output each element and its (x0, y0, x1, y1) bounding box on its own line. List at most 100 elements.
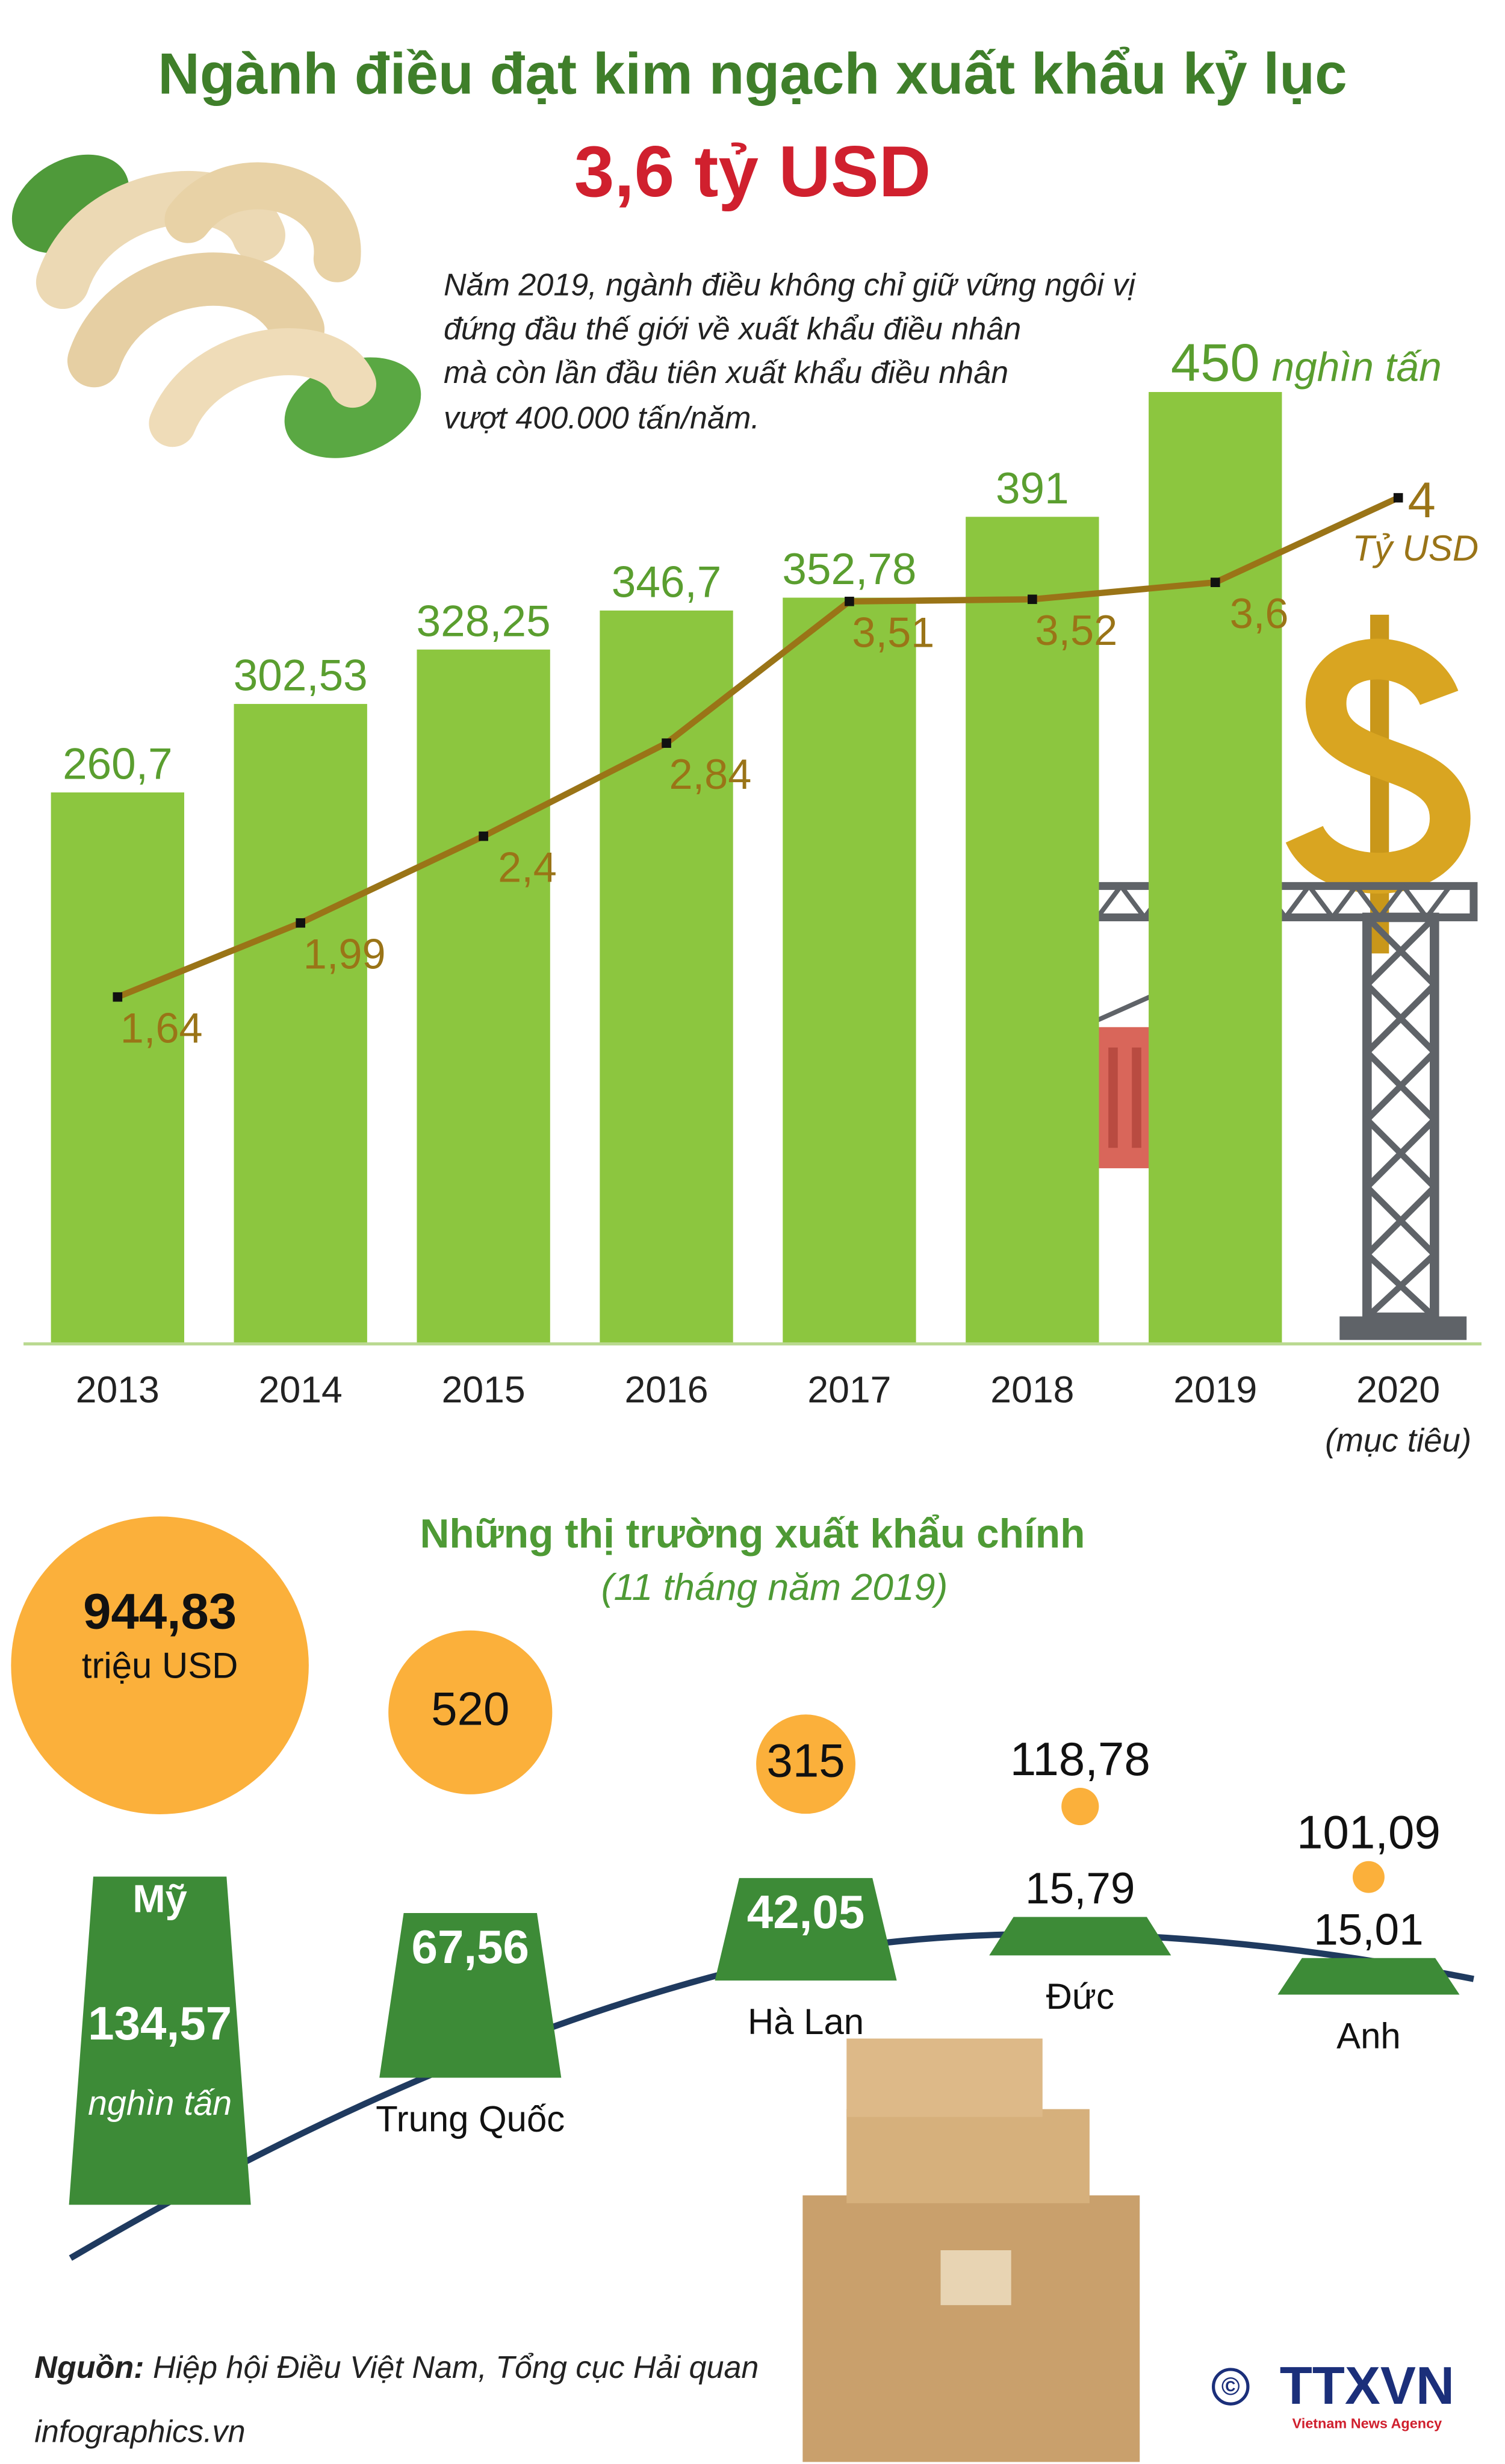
subtitle: 3,6 tỷ USD (574, 132, 931, 212)
logo-sub: Vietnam News Agency (1292, 2415, 1442, 2431)
volume-label: 134,57 (88, 1997, 232, 2050)
bar-value-label: 260,7 (63, 740, 172, 789)
bubble-unit: triệu USD (82, 1646, 238, 1686)
line-marker (662, 738, 671, 748)
line-value-label: 4 (1408, 472, 1436, 528)
bar-value-label: 352,78 (782, 545, 916, 594)
line (116, 494, 1400, 1000)
volume-unit: nghìn tấn (88, 2084, 232, 2123)
line-value-label: 3,6 (1230, 590, 1289, 637)
bar (417, 649, 550, 1344)
volume-label: 42,05 (747, 1885, 864, 1938)
box (802, 2195, 1140, 2462)
volume-label: 67,56 (412, 1920, 529, 1973)
line-marker (113, 992, 123, 1002)
annotation-line: vượt 400.000 tấn/năm. (444, 401, 760, 436)
bar (966, 517, 1099, 1344)
bubble-label: 315 (766, 1734, 845, 1787)
volume-label: 15,01 (1314, 1905, 1423, 1954)
copyright-ring (1212, 2368, 1250, 2406)
bubble-label: 101,09 (1297, 1806, 1441, 1859)
value-bubble (1061, 1787, 1099, 1826)
volume-trapezoid (1277, 1958, 1460, 1995)
site: infographics.vn (34, 2414, 245, 2449)
volume-trapezoid (989, 1917, 1171, 1956)
logo: TTXVN (1280, 2356, 1454, 2415)
bar (783, 597, 916, 1344)
boxes (802, 2038, 1140, 2462)
bar (234, 704, 367, 1344)
x-tick-label: 2015 (442, 1369, 526, 1411)
volume-trapezoid (379, 1912, 562, 2078)
dollar-s (1285, 638, 1471, 894)
bar (51, 792, 184, 1344)
line-marker (1210, 577, 1220, 587)
line-value-label: 2,84 (669, 750, 752, 798)
source: Nguồn: Hiệp hội Điều Việt Nam, Tổng cục … (34, 2350, 759, 2385)
source-label: Nguồn: (34, 2350, 144, 2385)
bubble-label: 520 (431, 1682, 509, 1735)
line-marker (296, 918, 306, 928)
crane-tower-truss (1362, 915, 1439, 1320)
line-value-label: 1,64 (120, 1004, 203, 1052)
bar-value-label: 391 (996, 464, 1069, 513)
volume-label: 15,79 (1025, 1864, 1135, 1913)
x-tick-label: 2016 (625, 1369, 709, 1411)
category-label: Đức (1046, 1976, 1114, 2017)
category-label: Trung Quốc (376, 2098, 565, 2139)
annotation-line: Năm 2019, ngành điều không chỉ giữ vững … (444, 267, 1136, 302)
value-bubble (388, 1630, 553, 1794)
copyright: © (1221, 2372, 1240, 2400)
x-tick-label: 2018 (990, 1369, 1074, 1411)
cashew-illustration (11, 154, 421, 458)
bar (1149, 392, 1282, 1344)
x-tick-label: 2020 (1356, 1369, 1440, 1411)
box-label (940, 2250, 1011, 2306)
x-tick-label: 2017 (807, 1369, 891, 1411)
bar-value-label: 328,25 (417, 597, 551, 646)
title: Ngành điều đạt kim ngạch xuất khẩu kỷ lụ… (158, 42, 1347, 107)
cashew (164, 162, 361, 282)
line-unit: Tỷ USD (1353, 528, 1479, 568)
line-marker (1393, 493, 1403, 503)
bubble-label: 944,83 (83, 1583, 237, 1639)
bar (600, 610, 733, 1344)
crane-base (1339, 1316, 1467, 1340)
category-label: Anh (1336, 2015, 1401, 2056)
dollar-icon (1285, 614, 1471, 954)
bar-value-label: 450 (1171, 333, 1260, 393)
category-label: Hà Lan (748, 2002, 864, 2042)
line-value-label: 3,51 (852, 609, 934, 656)
line-value-label: 3,52 (1035, 606, 1117, 654)
market-subtitle: (11 tháng năm 2019) (601, 1566, 948, 1608)
annotation-line: đứng đầu thế giới về xuất khẩu điều nhân (444, 311, 1021, 346)
x-tick-label: 2019 (1173, 1369, 1257, 1411)
volume-trapezoid (69, 1876, 251, 2205)
bubble-label: 118,78 (1010, 1732, 1150, 1785)
market-title: Những thị trường xuất khẩu chính (420, 1511, 1085, 1557)
annotation-line: mà còn lần đầu tiên xuất khẩu điều nhân (444, 355, 1008, 390)
cashew (67, 252, 325, 388)
value-bubble (1352, 1861, 1385, 1893)
line-value-label: 2,4 (498, 844, 557, 891)
x-tick-label: 2013 (76, 1369, 160, 1411)
x-note: (mục tiêu) (1325, 1421, 1471, 1458)
value-bubble (756, 1714, 855, 1814)
line-marker (845, 596, 854, 606)
x-tick-label: 2014 (259, 1369, 343, 1411)
box (846, 2038, 1043, 2117)
source-text: Hiệp hội Điều Việt Nam, Tổng cục Hải qua… (144, 2350, 759, 2385)
line-marker (479, 831, 488, 841)
cashew (149, 328, 376, 447)
box (846, 2109, 1090, 2203)
category-label: Mỹ (132, 1876, 187, 1920)
line-value-label: 1,99 (303, 930, 386, 978)
volume-trapezoid (715, 1878, 897, 1981)
cashew (36, 170, 285, 310)
bar-value-label: 346,7 (612, 558, 721, 606)
leaf (284, 357, 421, 458)
bar-value-label: 302,53 (234, 652, 368, 700)
